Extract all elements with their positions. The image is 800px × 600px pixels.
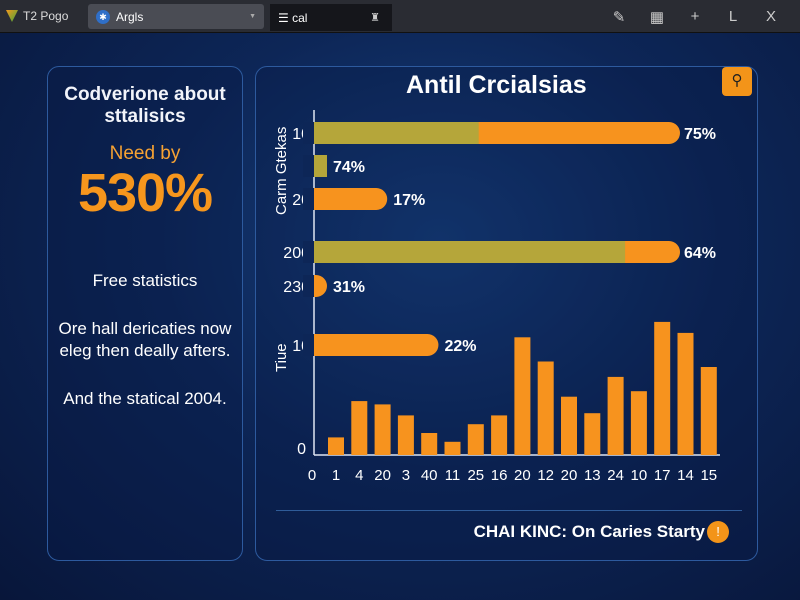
tab-label: Argls [116,9,144,24]
hbar-olive-segment [314,122,479,144]
x-tick-label: 1 [332,467,340,484]
bell-icon: ♜ [370,12,380,24]
vbar [537,361,554,455]
vbar [561,396,577,455]
hbar-mask [303,334,314,356]
hbar-value-label: 74% [333,159,365,176]
search-icon: ⚲ [731,72,743,89]
menu-icon: ☰ [278,10,293,25]
pen-icon[interactable]: ✎ [612,8,626,26]
summary-paragraph: Ore hall dericaties now eleg then deally… [58,319,232,360]
tab-dropdown[interactable]: ✱ Argls ▼ [88,4,264,29]
divider [276,510,742,511]
chevron-down-icon: ▼ [249,13,256,20]
need-label: Need by [109,143,181,164]
x-tick-label: 13 [584,467,601,484]
x-tick-label: 0 [308,467,316,484]
x-tick-label: 20 [514,467,531,484]
hbar-value-label: 64% [684,245,716,262]
vbar [467,424,484,455]
hbar-mask [303,155,314,177]
title-bar: T2 Pogo ✱ Argls ▼ ☰ cal ♜ ✎ ▦ + L X [0,0,800,33]
vbar [328,437,344,455]
hbar-olive-segment [314,241,626,263]
x-tick-label: 10 [631,467,648,484]
close-icon[interactable]: X [765,8,776,25]
vbar [491,415,508,455]
search-button[interactable]: ⚲ [722,67,752,96]
vbar [700,367,717,455]
l-button[interactable]: L [728,8,738,25]
x-tick-label: 24 [607,467,624,484]
summary-heading: Codverione about sttalisics [64,84,226,127]
x-tick-label: 12 [537,467,554,484]
vbar [607,376,624,455]
hbar-olive-segment [314,155,327,177]
vbar [514,337,531,455]
x-tick-label: 15 [700,467,717,484]
hbar [303,334,439,356]
summary-closing: And the statical 2004. [63,389,227,408]
summary-panel: Codverione about sttalisics Need by 530%… [47,66,243,561]
x-tick-label: 40 [421,467,438,484]
vbar [654,321,671,455]
y-tick-label: 0 [297,441,306,458]
vbar [351,401,368,455]
hbar-mask [303,275,314,297]
free-label: Free statistics [92,271,198,290]
grid-icon[interactable]: ▦ [649,8,665,26]
chart-panel: Antil Crcialsias ⚲ CHAI KINC: On Caries … [255,66,758,561]
tab-label: cal [292,10,308,25]
vbar [397,415,414,455]
hbar-value-label: 17% [393,192,425,209]
x-tick-label: 4 [355,467,363,484]
chart-footer: CHAI KINC: On Caries Starty [473,522,705,541]
hbar-value-label: 75% [684,126,716,143]
big-value: 530% [77,163,213,223]
plus-icon[interactable]: + [690,8,700,25]
hbar-value-label: 31% [333,279,365,296]
hbar-value-label: 22% [444,338,476,355]
x-tick-label: 20 [561,467,578,484]
hbar [303,188,388,210]
x-tick-label: 20 [374,467,391,484]
vbar [374,404,391,455]
x-tick-label: 11 [445,467,461,484]
x-tick-label: 25 [467,467,484,484]
hbar-mask [303,188,314,210]
vbar [630,391,647,455]
globe-icon: ✱ [96,9,110,24]
chart-title: Antil Crcialsias [406,71,587,99]
tab-cal[interactable]: ☰ cal ♜ [270,4,392,31]
vbar [421,433,438,455]
hbar-mask [303,122,314,144]
x-tick-label: 17 [654,467,671,484]
y-axis-label-top: Carm Gtekas [273,127,290,215]
x-tick-label: 3 [402,467,410,484]
x-tick-label: 16 [491,467,508,484]
x-tick-label: 14 [677,467,694,484]
toolbar: ✎ ▦ + L X [600,0,790,33]
vbar [584,413,601,455]
y-axis-label-bottom: Tiue [273,343,290,372]
vbar [444,441,461,455]
hbar-mask [303,241,314,263]
app-title: T2 Pogo [23,9,69,23]
vbar [677,332,694,455]
info-icon[interactable]: ! [707,521,729,543]
